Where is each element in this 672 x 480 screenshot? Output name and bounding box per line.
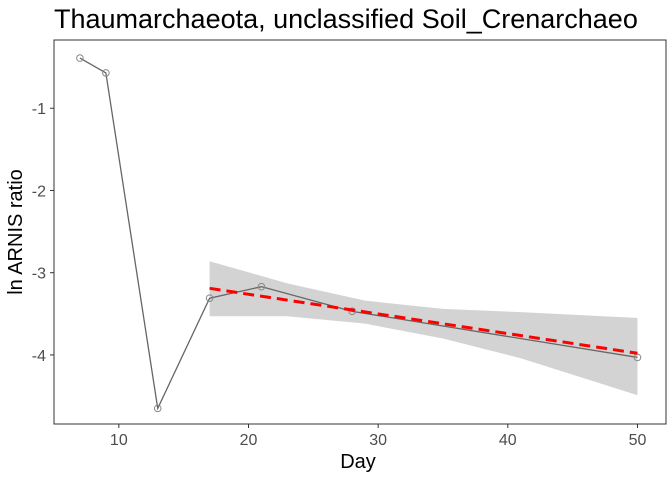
data-point — [205, 294, 214, 302]
y-tick-label: -2 — [32, 183, 46, 200]
y-tick-label: -1 — [32, 101, 46, 118]
x-axis-label: Day — [340, 451, 376, 473]
data-point — [257, 282, 266, 291]
data-point — [633, 353, 642, 362]
plot-border — [53, 39, 667, 425]
y-tick-label: -4 — [32, 348, 46, 365]
x-tick-label: 40 — [499, 432, 517, 449]
data-point — [76, 54, 84, 62]
y-axis-label: ln ARNIS ratio — [5, 169, 27, 295]
data-point — [348, 307, 357, 316]
trend-line — [209, 286, 638, 355]
x-tick-label: 10 — [110, 432, 128, 449]
data-point — [153, 404, 162, 413]
x-tick-label: 50 — [629, 432, 647, 449]
x-tick-label: 20 — [240, 432, 258, 449]
confidence-band — [209, 261, 638, 396]
chart-title: Thaumarchaeota, unclassified Soil_Crenar… — [54, 4, 638, 34]
data-point — [102, 69, 110, 77]
y-tick-label: -3 — [32, 266, 46, 283]
x-tick-label: 30 — [369, 432, 387, 449]
